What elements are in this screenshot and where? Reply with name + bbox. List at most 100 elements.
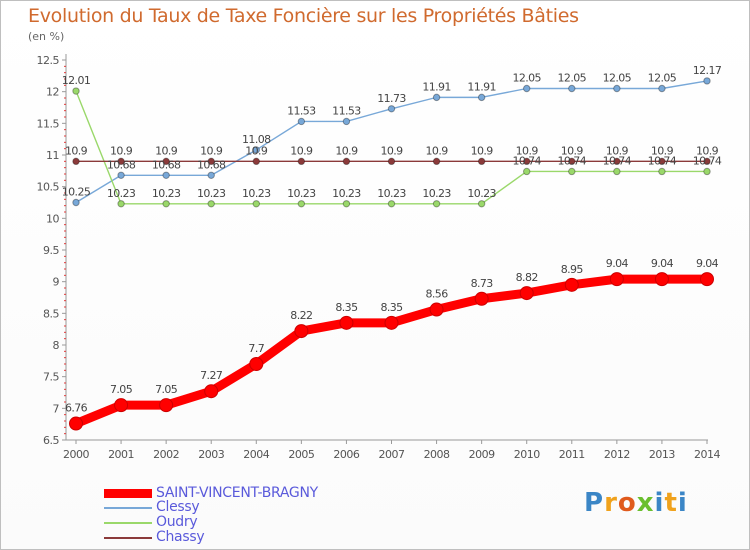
data-point xyxy=(474,291,489,306)
data-label: 10.9 xyxy=(245,144,268,157)
data-point xyxy=(252,157,260,166)
data-label: 11.53 xyxy=(287,104,316,117)
data-point xyxy=(342,200,351,208)
data-point xyxy=(207,200,215,208)
x-tick-label: 2012 xyxy=(604,448,630,461)
data-label: 8.56 xyxy=(426,288,449,301)
data-label: 10.9 xyxy=(561,144,584,157)
data-label: 11.08 xyxy=(242,133,271,146)
x-tick-label: 2006 xyxy=(333,448,359,461)
data-label: 11.53 xyxy=(332,104,361,117)
data-label: 10.9 xyxy=(471,144,494,157)
logo-letter: i xyxy=(654,488,665,518)
x-tick-label: 2001 xyxy=(108,448,134,461)
data-point xyxy=(159,398,174,413)
data-point xyxy=(162,171,170,179)
data-point xyxy=(72,87,80,95)
data-label: 7.05 xyxy=(110,383,133,396)
data-point xyxy=(703,157,711,166)
data-point xyxy=(117,171,125,179)
data-label: 8.35 xyxy=(380,301,403,314)
y-tick-label: 11 xyxy=(46,149,59,162)
data-label: 10.74 xyxy=(648,154,677,167)
logo-letter: t xyxy=(664,488,678,518)
x-tick-label: 2002 xyxy=(153,448,179,461)
data-label: 9.04 xyxy=(651,257,674,270)
data-point xyxy=(342,157,351,166)
data-label: 12.01 xyxy=(62,74,91,87)
data-label: 10.9 xyxy=(335,144,358,157)
data-label: 10.74 xyxy=(558,154,587,167)
y-tick-label: 10.5 xyxy=(37,181,60,194)
data-point xyxy=(658,157,666,166)
data-label: 12.17 xyxy=(693,64,722,77)
logo-letter: r xyxy=(604,488,618,518)
data-label: 10.23 xyxy=(377,187,406,200)
data-point xyxy=(297,157,306,166)
x-tick-label: 2003 xyxy=(198,448,224,461)
data-point xyxy=(252,200,260,208)
data-point xyxy=(703,77,711,85)
data-point xyxy=(477,93,486,102)
data-label: 10.23 xyxy=(287,187,316,200)
logo-letter: x xyxy=(636,488,655,518)
data-label: 8.35 xyxy=(335,301,358,314)
logo-letter: i xyxy=(677,488,688,518)
data-point xyxy=(658,167,666,176)
y-tick-label: 6.5 xyxy=(43,434,59,447)
data-point xyxy=(387,157,396,166)
y-tick-label: 9.5 xyxy=(43,244,59,257)
x-tick-label: 2010 xyxy=(514,448,540,461)
data-point xyxy=(523,167,531,176)
data-label: 7.05 xyxy=(155,383,178,396)
data-point xyxy=(249,357,264,371)
data-point xyxy=(613,157,621,166)
x-tick-label: 2007 xyxy=(379,448,405,461)
y-tick-label: 7.5 xyxy=(43,371,59,384)
data-label: 12.05 xyxy=(603,72,632,85)
x-tick-label: 2011 xyxy=(559,448,585,461)
y-tick-label: 11.5 xyxy=(37,117,60,130)
y-tick-label: 7 xyxy=(53,402,60,415)
data-label: 11.91 xyxy=(467,80,496,93)
data-point xyxy=(432,93,441,102)
data-point xyxy=(69,416,83,431)
x-tick-label: 2013 xyxy=(649,448,675,461)
data-label: 10.9 xyxy=(426,144,449,157)
legend-label: Clessy xyxy=(156,499,200,515)
data-point xyxy=(72,157,80,166)
data-point xyxy=(700,272,714,287)
data-point xyxy=(387,200,396,208)
data-label: 12.05 xyxy=(558,72,587,85)
data-label: 10.9 xyxy=(380,144,403,157)
data-label: 8.73 xyxy=(471,277,494,290)
data-label: 10.23 xyxy=(152,187,181,200)
data-label: 10.9 xyxy=(516,144,539,157)
data-point xyxy=(658,84,666,93)
data-point xyxy=(568,157,576,166)
data-label: 10.9 xyxy=(65,144,88,157)
y-tick-label: 8 xyxy=(53,339,60,352)
data-label: 6.76 xyxy=(65,402,88,415)
x-tick-label: 2005 xyxy=(288,448,314,461)
data-point xyxy=(204,384,219,399)
data-label: 10.23 xyxy=(242,187,271,200)
data-point xyxy=(609,272,624,287)
data-label: 8.22 xyxy=(290,309,312,322)
data-label: 9.04 xyxy=(696,257,719,270)
data-point xyxy=(252,146,260,154)
data-point xyxy=(568,167,576,176)
data-label: 10.74 xyxy=(512,154,541,167)
x-tick-label: 2000 xyxy=(63,448,89,461)
data-label: 10.23 xyxy=(467,187,496,200)
data-label: 10.9 xyxy=(606,144,629,157)
data-point xyxy=(432,157,441,166)
data-point xyxy=(114,398,129,413)
data-point xyxy=(342,117,351,126)
logo-letter: o xyxy=(617,488,637,518)
proxiti-logo: Proxiti xyxy=(584,488,688,518)
legend-swatch xyxy=(104,489,152,498)
data-point xyxy=(429,302,444,317)
